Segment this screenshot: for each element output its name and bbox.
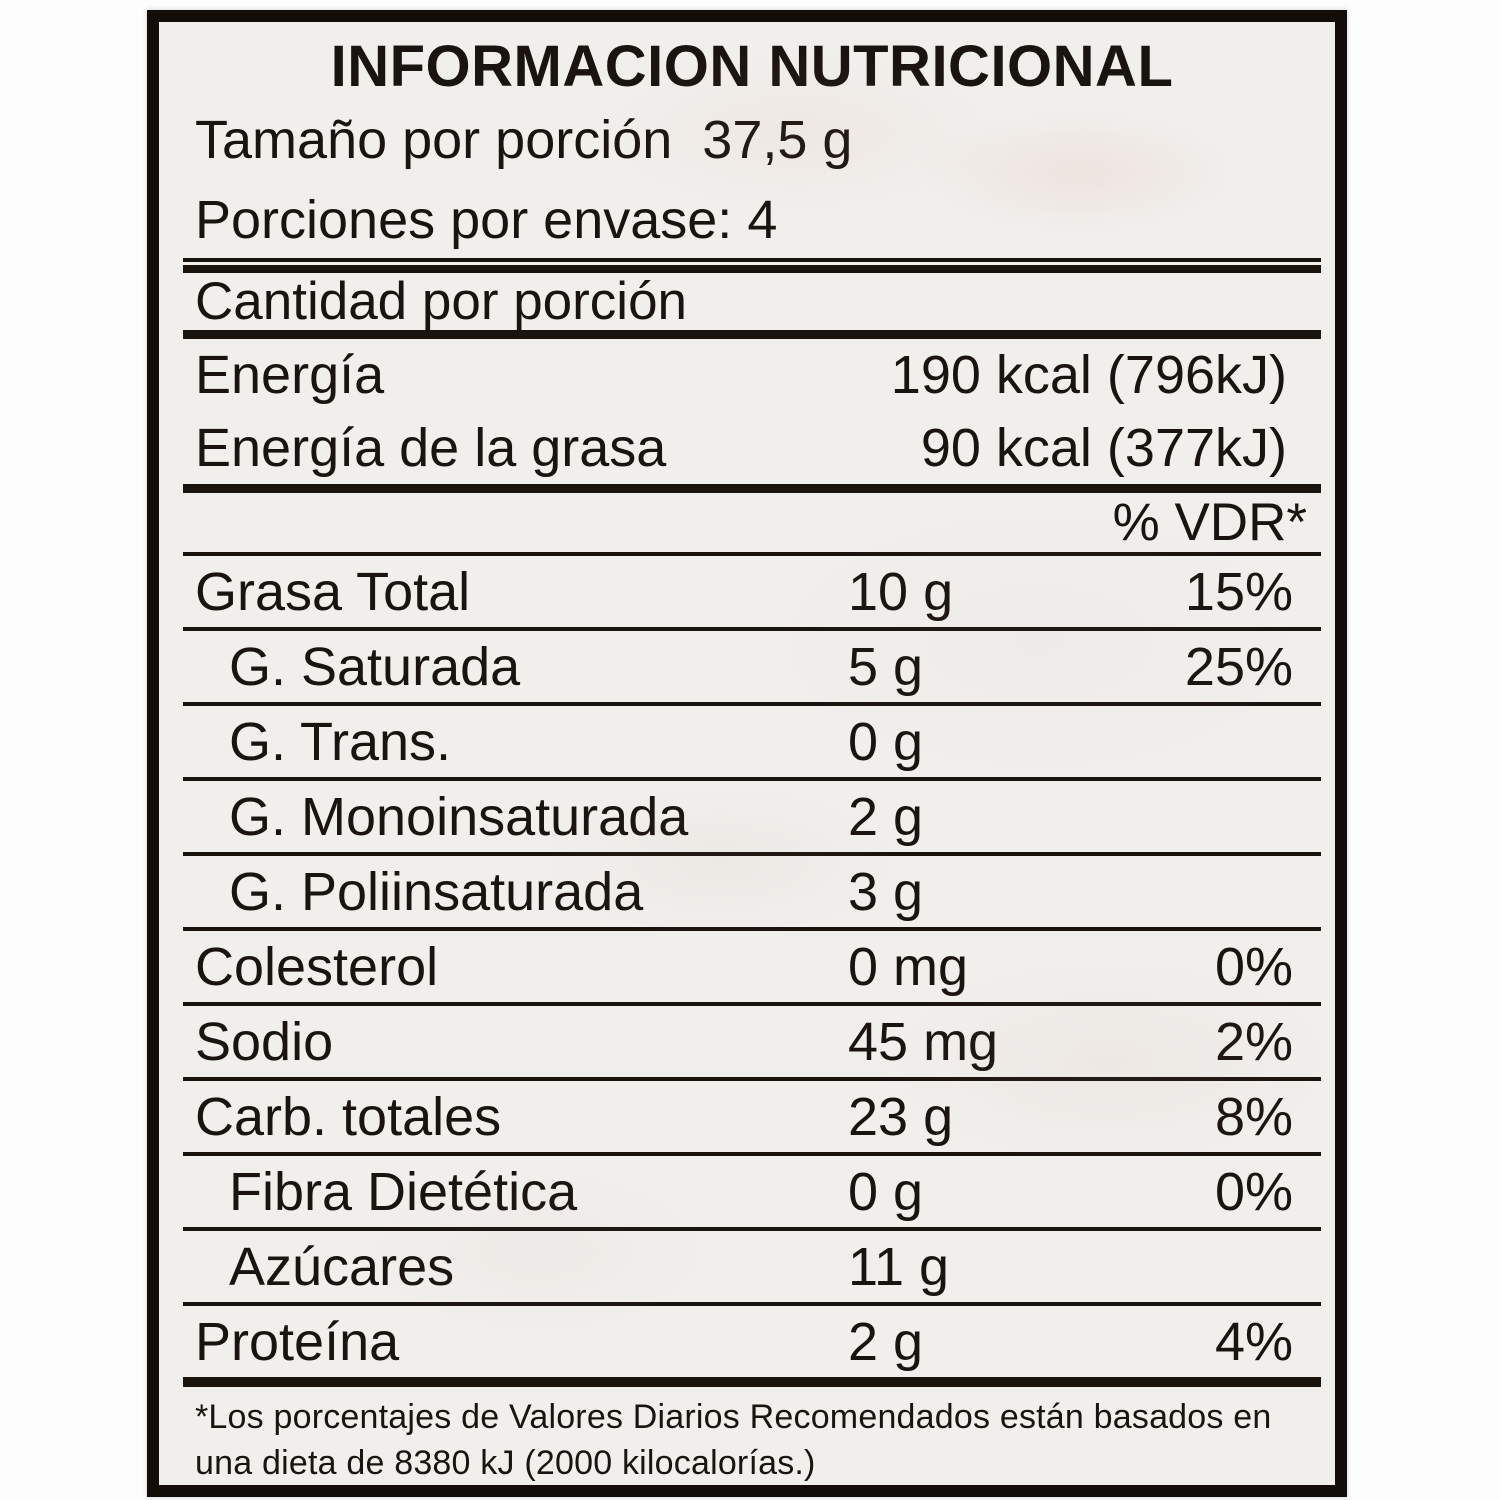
nutrient-amount: 23 g — [848, 1086, 954, 1147]
nutrient-row: G. Saturada 5 g 25% — [183, 631, 1321, 702]
amount-per-serving-text: Cantidad por porción — [195, 272, 688, 331]
nutrient-amount: 3 g — [848, 861, 924, 922]
nutrient-label: G. Trans. — [229, 711, 452, 772]
row-divider — [183, 1227, 1321, 1231]
nutrient-label: G. Monoinsaturada — [229, 786, 689, 847]
servings-per-container-row: Porciones por envase: 4 — [183, 182, 1321, 258]
energy-label: Energía — [195, 345, 385, 405]
nutrient-label: Azúcares — [229, 1236, 455, 1297]
energy-label: Energía de la grasa — [195, 417, 667, 478]
amount-per-serving-header: Cantidad por porción — [183, 273, 1321, 330]
nutrient-row-wrap: Colesterol 0 mg 0% — [183, 931, 1321, 1006]
footnote-line-2: una dieta de 8380 kJ (2000 kilocalorías.… — [195, 1444, 816, 1482]
nutrient-row-wrap: Azúcares 11 g — [183, 1231, 1321, 1306]
nutrient-row-wrap: G. Poliinsaturada 3 g — [183, 856, 1321, 931]
nutrient-row: G. Poliinsaturada 3 g — [183, 856, 1321, 927]
nutrient-amount: 0 mg — [848, 936, 969, 997]
nutrient-row: Fibra Dietética 0 g 0% — [183, 1156, 1321, 1227]
footnote: *Los porcentajes de Valores Diarios Reco… — [183, 1394, 1321, 1485]
row-divider — [183, 1302, 1321, 1306]
nutrient-daily-value: 8% — [1214, 1086, 1293, 1147]
nutrient-row: Colesterol 0 mg 0% — [183, 931, 1321, 1002]
nutrient-amount: 11 g — [848, 1236, 950, 1297]
nutrition-facts-label: INFORMACION NUTRICIONAL Tamaño por porci… — [147, 10, 1347, 1497]
nutrient-row: G. Monoinsaturada 2 g — [183, 781, 1321, 852]
row-divider — [183, 927, 1321, 931]
row-divider — [183, 702, 1321, 706]
nutrient-label: Carb. totales — [195, 1086, 502, 1147]
nutrient-daily-value: 0% — [1214, 1161, 1293, 1222]
nutrient-row: Grasa Total 10 g 15% — [183, 556, 1321, 627]
nutrient-daily-value: 25% — [1184, 636, 1293, 697]
nutrient-amount: 0 g — [848, 711, 924, 772]
nutrient-row: Carb. totales 23 g 8% — [183, 1081, 1321, 1152]
row-divider — [183, 627, 1321, 631]
nutrient-row-wrap: G. Saturada 5 g 25% — [183, 631, 1321, 706]
serving-size-value: 37,5 g — [702, 110, 853, 170]
nutrients-section: Grasa Total 10 g 15% G. Saturada 5 g 25%… — [183, 556, 1321, 1377]
nutrient-amount: 45 mg — [848, 1011, 999, 1072]
row-divider — [183, 1152, 1321, 1156]
nutrient-row-wrap: Grasa Total 10 g 15% — [183, 556, 1321, 631]
row-divider — [183, 1002, 1321, 1006]
nutrient-label: Grasa Total — [195, 561, 471, 622]
nutrient-row: G. Trans. 0 g — [183, 706, 1321, 777]
servings-per-container-label: Porciones por envase: — [195, 190, 733, 250]
energy-row: Energía de la grasa 90 kcal (377kJ) — [183, 411, 1321, 484]
nutrient-daily-value: 0% — [1214, 936, 1293, 997]
divider-thin — [183, 552, 1321, 556]
nutrient-label: G. Poliinsaturada — [229, 861, 644, 922]
energy-value: 190 kcal (796kJ) — [890, 345, 1287, 405]
nutrient-label: Proteína — [195, 1311, 400, 1372]
divider-thick-bottom — [183, 1377, 1321, 1387]
serving-size-label: Tamaño por porción — [195, 110, 673, 170]
nutrient-amount: 2 g — [848, 1311, 924, 1372]
nutrient-row-wrap: Proteína 2 g 4% — [183, 1306, 1321, 1377]
nutrient-label: G. Saturada — [229, 636, 521, 697]
nutrient-label: Fibra Dietética — [229, 1161, 578, 1222]
nutrient-daily-value: 2% — [1214, 1011, 1293, 1072]
footnote-line-1: *Los porcentajes de Valores Diarios Reco… — [195, 1398, 1272, 1436]
nutrient-row: Azúcares 11 g — [183, 1231, 1321, 1302]
nutrient-daily-value: 4% — [1214, 1311, 1293, 1372]
energy-value: 90 kcal (377kJ) — [920, 417, 1287, 478]
nutrient-daily-value: 15% — [1184, 561, 1293, 622]
nutrient-row: Proteína 2 g 4% — [183, 1306, 1321, 1377]
serving-size-row: Tamaño por porción 37,5 g — [183, 98, 1321, 182]
servings-per-container-value: 4 — [747, 190, 778, 250]
daily-value-header-text: % VDR* — [1112, 493, 1307, 552]
nutrient-label: Sodio — [195, 1011, 334, 1072]
energy-row: Energía 190 kcal (796kJ) — [183, 339, 1321, 411]
divider-thick — [183, 484, 1321, 493]
label-title: INFORMACION NUTRICIONAL — [330, 34, 1174, 99]
nutrient-amount: 5 g — [848, 636, 924, 697]
nutrient-row-wrap: Sodio 45 mg 2% — [183, 1006, 1321, 1081]
nutrient-row-wrap: Fibra Dietética 0 g 0% — [183, 1156, 1321, 1231]
nutrient-amount: 2 g — [848, 786, 924, 847]
row-divider — [183, 777, 1321, 781]
divider-thick — [183, 330, 1321, 339]
energy-section: Energía 190 kcal (796kJ) Energía de la g… — [183, 339, 1321, 484]
row-divider — [183, 852, 1321, 856]
nutrient-row-wrap: G. Monoinsaturada 2 g — [183, 781, 1321, 856]
nutrient-amount: 0 g — [848, 1161, 924, 1222]
nutrient-amount: 10 g — [848, 561, 954, 622]
nutrient-label: Colesterol — [195, 936, 439, 997]
nutrient-row-wrap: Carb. totales 23 g 8% — [183, 1081, 1321, 1156]
daily-value-header: % VDR* — [183, 493, 1321, 552]
nutrient-row-wrap: G. Trans. 0 g — [183, 706, 1321, 781]
row-divider — [183, 1077, 1321, 1081]
nutrient-row: Sodio 45 mg 2% — [183, 1006, 1321, 1077]
divider-double — [183, 258, 1321, 273]
